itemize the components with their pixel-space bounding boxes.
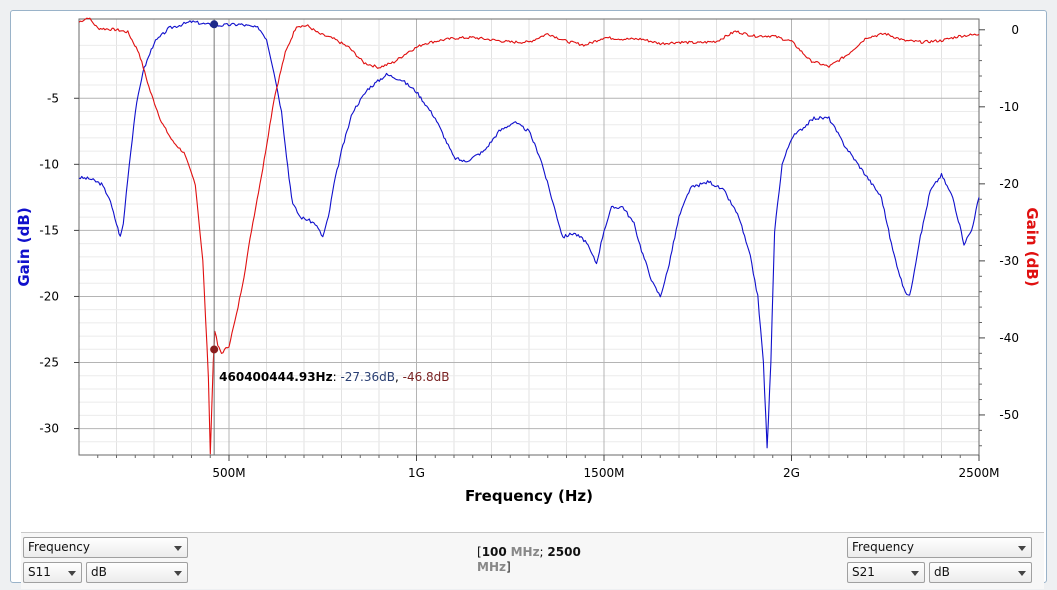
marker-separator: : xyxy=(333,370,341,384)
series-line-s11 xyxy=(78,20,980,449)
s21-marker-dot xyxy=(210,345,219,354)
y-tick-label-right: 0 xyxy=(1011,23,1019,37)
left-unit-select[interactable]: dB xyxy=(86,562,188,583)
x-tick-label: 500M xyxy=(212,466,245,480)
right-x-quantity-select[interactable]: Frequency xyxy=(847,537,1032,558)
y-tick-label-left: -10 xyxy=(39,157,59,171)
y-tick-label-right: -20 xyxy=(999,177,1019,191)
y-tick-label-left: -30 xyxy=(39,422,59,436)
y-tick-label-right: -50 xyxy=(999,408,1019,422)
right-unit-select[interactable]: dB xyxy=(929,562,1032,583)
x-axis-label: Frequency (Hz) xyxy=(465,487,593,505)
left-x-quantity-value: Frequency xyxy=(28,540,90,554)
x-tick-label: 1G xyxy=(408,466,425,480)
axes: 500M 1G 1500M 2G 2500M -5 -10 -15 -20 -25 -30 0 -10 -… xyxy=(39,23,1019,480)
chevron-down-icon xyxy=(174,571,182,576)
marker-frequency: 460400444.93Hz xyxy=(219,370,332,384)
frequency-range-label: [100 MHz; 2500 MHz] xyxy=(477,545,581,574)
right-unit-value: dB xyxy=(934,565,950,579)
y-axis-label-right: Gain (dB) xyxy=(1023,207,1041,286)
s11-marker-dot xyxy=(210,20,219,29)
x-tick-label: 1500M xyxy=(584,466,625,480)
x-tick-label: 2500M xyxy=(959,466,1000,480)
gain-chart[interactable]: 500M 1G 1500M 2G 2500M -5 -10 -15 -20 -25 -30 0 -10 -… xyxy=(11,11,1046,532)
right-x-quantity-value: Frequency xyxy=(852,540,914,554)
y-axis-label-left: Gain (dB) xyxy=(15,207,33,286)
y-tick-label-left: -15 xyxy=(39,223,59,237)
range-high-value: 2500 xyxy=(547,545,581,559)
chevron-down-icon xyxy=(911,571,919,576)
left-trace-select[interactable]: S11 xyxy=(23,562,82,583)
series-line-s21 xyxy=(78,17,980,455)
range-low-value: 100 xyxy=(481,545,507,559)
chevron-down-icon xyxy=(68,571,76,576)
right-trace-value: S21 xyxy=(852,565,875,579)
y-tick-label-left: -25 xyxy=(39,356,59,370)
range-high-unit: MHz xyxy=(477,560,506,574)
trace-controls: Frequency S11 dB [100 MHz; 2500 MHz] Freq… xyxy=(21,532,1044,589)
left-trace-value: S11 xyxy=(28,565,51,579)
chevron-down-icon xyxy=(174,546,182,551)
y-tick-label-left: -20 xyxy=(39,289,59,303)
marker-s11-value: -27.36dB xyxy=(340,370,395,384)
y-tick-label-right: -40 xyxy=(999,331,1019,345)
chevron-down-icon xyxy=(1018,546,1026,551)
range-low-unit: MHz xyxy=(510,545,540,559)
grid-minor xyxy=(79,19,979,455)
left-unit-value: dB xyxy=(91,565,107,579)
marker-layer[interactable]: 460400444.93Hz: -27.36dB, -46.8dB xyxy=(210,19,450,455)
y-tick-label-left: -5 xyxy=(47,91,59,105)
y-tick-label-right: -30 xyxy=(999,254,1019,268)
chart-frame: 500M 1G 1500M 2G 2500M -5 -10 -15 -20 -25 -30 0 -10 -… xyxy=(10,10,1047,589)
left-x-quantity-select[interactable]: Frequency xyxy=(23,537,188,558)
x-tick-label: 2G xyxy=(783,466,800,480)
grid-major xyxy=(79,19,980,455)
marker-s21-value: -46.8dB xyxy=(403,370,450,384)
chevron-down-icon xyxy=(1018,571,1026,576)
marker-comma: , xyxy=(395,370,403,384)
marker-readout: 460400444.93Hz: -27.36dB, -46.8dB xyxy=(219,370,449,384)
right-trace-select[interactable]: S21 xyxy=(847,562,925,583)
y-tick-label-right: -10 xyxy=(999,100,1019,114)
series-layer xyxy=(78,17,980,455)
